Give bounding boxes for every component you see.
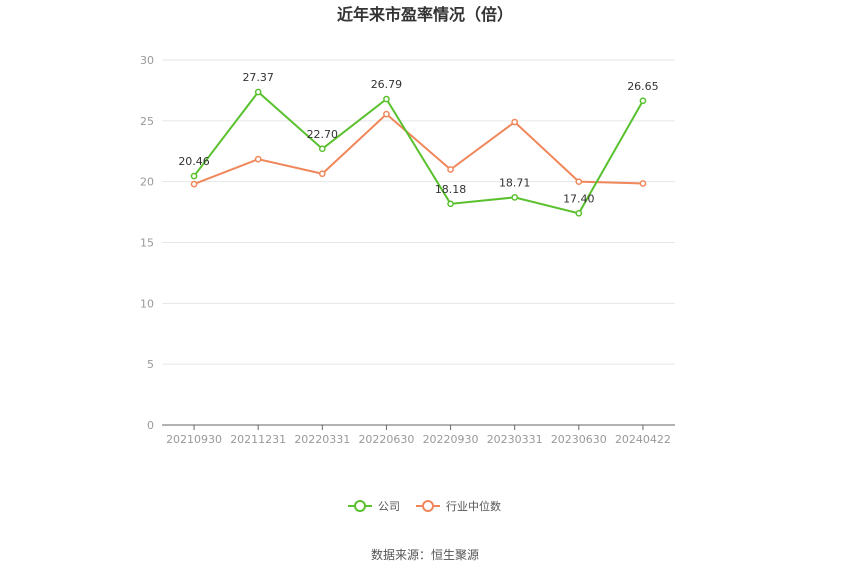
- y-tick-label: 0: [147, 419, 154, 432]
- data-point: [447, 200, 454, 208]
- data-label: 20.46: [178, 155, 210, 168]
- data-point: [318, 145, 326, 153]
- data-point: [639, 180, 647, 187]
- y-tick-label: 25: [140, 115, 154, 128]
- data-label: 18.71: [499, 176, 531, 189]
- data-label: 26.65: [627, 80, 659, 93]
- legend-label: 公司: [378, 500, 400, 513]
- x-tick-label: 20220930: [423, 433, 479, 446]
- legend-marker: [354, 500, 366, 512]
- y-axis: 0 5 10 15 20 25 30: [140, 54, 154, 432]
- data-point: [254, 88, 262, 96]
- data-point: [254, 155, 262, 163]
- y-tick-label: 10: [140, 297, 154, 310]
- data-point: [190, 172, 198, 180]
- data-point: [383, 110, 390, 118]
- data-point: [511, 118, 519, 126]
- x-tick-label: 20210930: [166, 433, 222, 446]
- y-tick-label: 15: [140, 237, 154, 250]
- legend-label: 行业中位数: [446, 499, 501, 513]
- data-point: [190, 180, 198, 188]
- legend-marker: [422, 500, 434, 512]
- data-label: 18.18: [435, 183, 467, 196]
- data-label: 22.70: [307, 128, 339, 141]
- x-tick-label: 20240422: [615, 433, 671, 446]
- data-point: [575, 209, 583, 217]
- x-tick-label: 20230630: [551, 433, 607, 446]
- legend[interactable]: 公司 行业中位数: [348, 499, 501, 513]
- series-line-0: [193, 90, 644, 215]
- data-point: [383, 95, 390, 103]
- x-tick-label: 20230331: [487, 433, 543, 446]
- y-tick-label: 20: [140, 176, 154, 189]
- data-point: [511, 194, 519, 201]
- data-label: 17.40: [563, 192, 595, 205]
- grid-lines: [162, 59, 675, 365]
- series-group: 20.46 27.37 22.70 26.79 18.18 18.71 17.40 26.65: [178, 71, 659, 217]
- legend-item-1[interactable]: 行业中位数: [416, 499, 501, 513]
- data-label: 26.79: [371, 78, 403, 91]
- y-tick-label: 5: [147, 358, 154, 371]
- x-tick-label: 20220630: [358, 433, 414, 446]
- chart-title: 近年来市盈率情况（倍）: [337, 5, 513, 24]
- data-label: 27.37: [242, 71, 274, 84]
- source-note: 数据来源：恒生聚源: [371, 547, 479, 562]
- x-tick-label: 20220331: [294, 433, 350, 446]
- data-point: [639, 97, 647, 105]
- legend-item-0[interactable]: 公司: [348, 500, 400, 513]
- data-point: [575, 178, 583, 186]
- x-axis: 20210930 20211231 20220331 20220630 20220930…: [162, 424, 675, 446]
- y-tick-label: 30: [140, 54, 154, 67]
- data-point: [318, 170, 326, 178]
- x-tick-label: 20211231: [230, 433, 286, 446]
- series-line-1: [193, 112, 643, 186]
- data-point: [447, 166, 454, 173]
